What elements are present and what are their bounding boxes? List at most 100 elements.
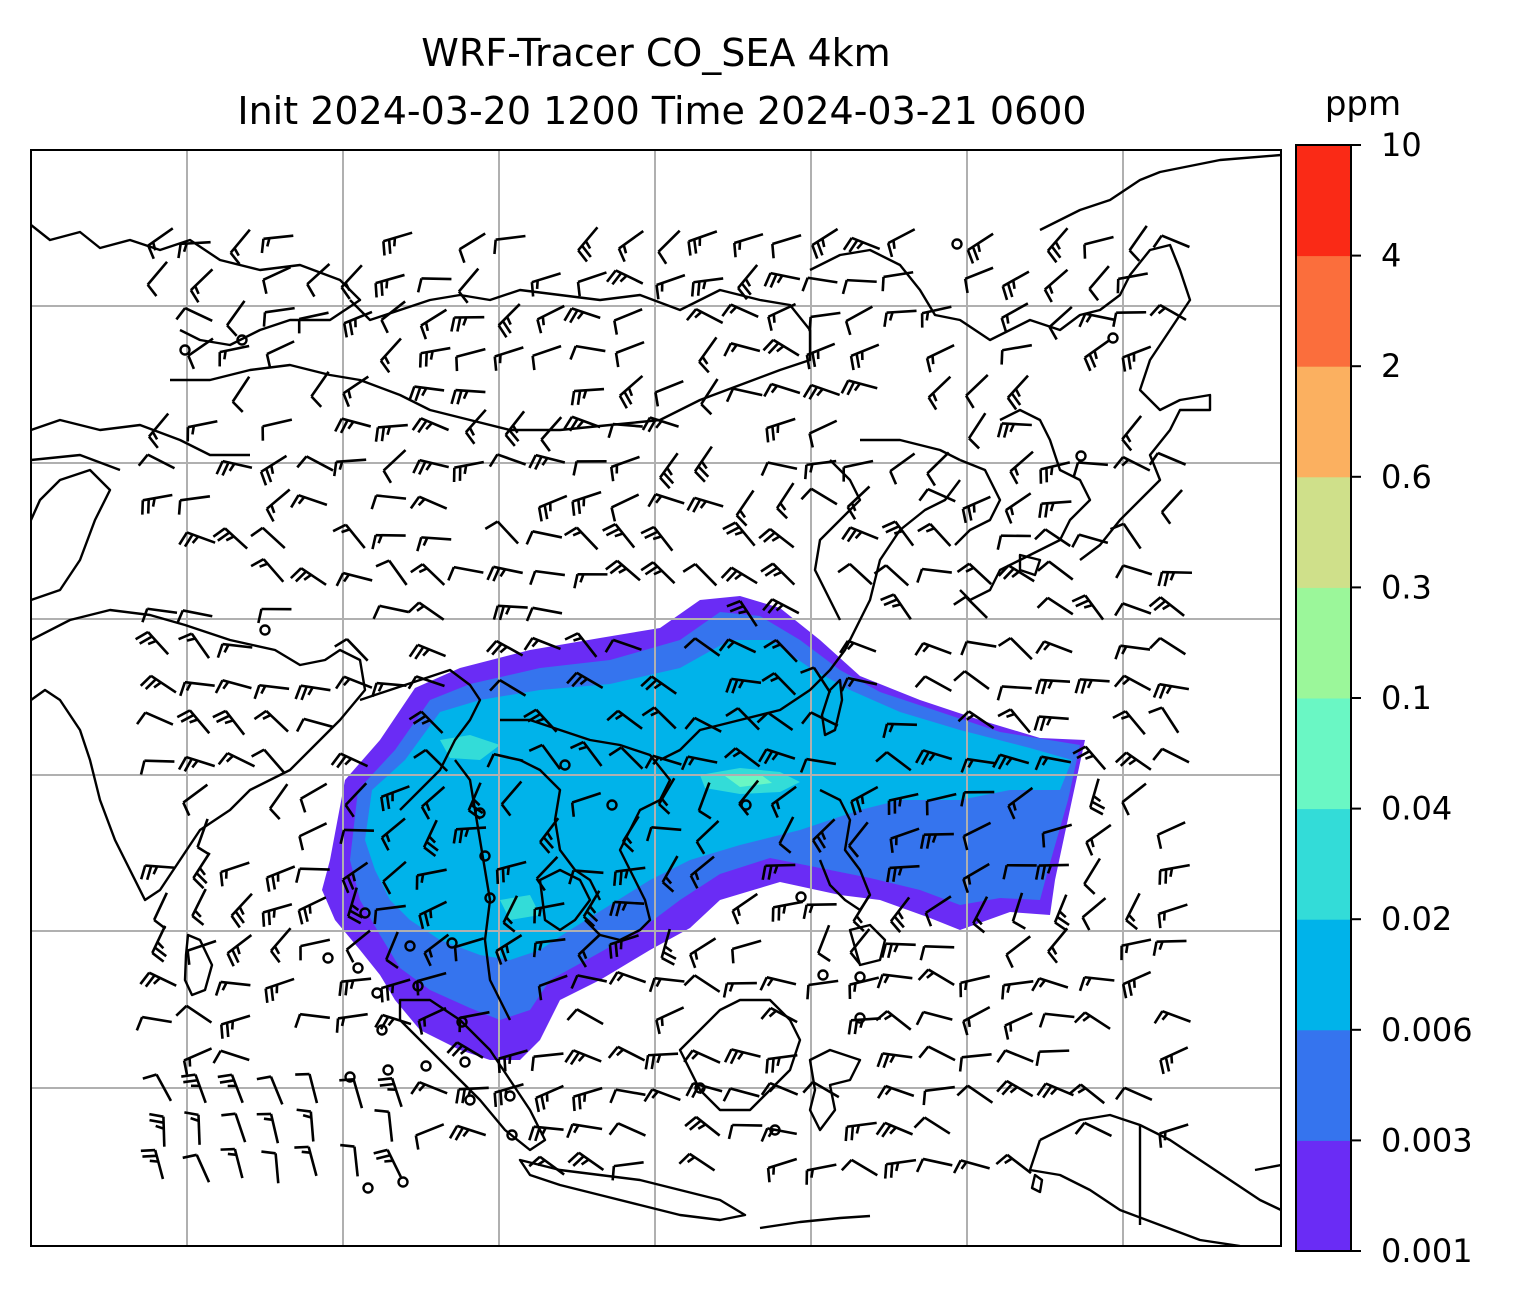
wind-barb-icon — [415, 971, 447, 996]
colorbar-unit-label: ppm — [1325, 84, 1401, 124]
wind-barb-icon — [1083, 857, 1102, 895]
wind-barb-icon — [1121, 970, 1152, 999]
wind-barb-icon — [609, 900, 645, 917]
wind-barb-icon — [844, 305, 874, 336]
wind-barb-icon — [484, 520, 520, 545]
wind-barb-icon — [763, 382, 801, 398]
wind-barb-icon — [139, 759, 175, 775]
wind-barb-icon — [539, 817, 560, 854]
wind-barb-icon — [380, 817, 406, 851]
wind-barb-icon — [182, 1153, 211, 1183]
wind-barb-icon — [410, 1080, 448, 1095]
wind-barb-icon — [373, 1148, 402, 1178]
wind-barb-icon — [648, 976, 685, 993]
wind-barb-icon — [261, 418, 293, 441]
wind-barb-icon — [1112, 310, 1147, 328]
wind-barb-icon — [1114, 644, 1151, 660]
wind-barb-icon — [299, 782, 328, 813]
wind-barb-icon — [917, 968, 955, 986]
calm-wind-circle-icon — [236, 334, 248, 346]
wind-barb-icon — [453, 937, 485, 962]
wind-barb-icon — [997, 636, 1033, 661]
wind-barb-icon — [1113, 455, 1151, 472]
wind-barb-icon — [602, 523, 636, 549]
wind-barb-icon — [175, 1004, 213, 1024]
wind-barb-icon — [540, 416, 563, 452]
colorbar-tick-label: 4 — [1381, 237, 1401, 275]
wind-barb-icon — [306, 263, 331, 298]
wind-barb-icon — [737, 264, 759, 301]
wind-barb-icon — [1081, 897, 1107, 931]
wind-barb-icon — [566, 1008, 604, 1026]
wind-barb-icon — [1157, 570, 1193, 587]
wind-barb-icon — [647, 492, 685, 508]
wind-barb-icon — [608, 746, 644, 770]
wind-barb-icon — [876, 973, 913, 989]
wind-barb-icon — [1115, 564, 1153, 579]
wind-barb-icon — [382, 231, 413, 256]
wind-barb-icon — [189, 268, 214, 304]
wind-barb-icon — [759, 976, 797, 991]
wind-barb-icon — [765, 417, 796, 443]
wind-barb-icon — [959, 974, 991, 998]
wind-barb-icon — [1046, 227, 1069, 264]
colorbar-tick-label: 2 — [1381, 347, 1401, 385]
calm-wind-circle-icon — [179, 344, 191, 356]
wind-barb-icon — [372, 604, 410, 620]
wind-barb-icon — [640, 525, 674, 552]
wind-barb-icon — [765, 1053, 798, 1074]
wind-barb-icon — [886, 864, 920, 883]
wind-barb-icon — [1037, 560, 1074, 581]
wind-barb-icon — [346, 887, 364, 925]
wind-barb-icon — [995, 1153, 1032, 1175]
wind-barb-icon — [1004, 492, 1032, 524]
wind-barb-icon — [840, 1158, 878, 1177]
colorbar-swatch — [1296, 255, 1351, 367]
wind-barb-icon — [875, 751, 912, 772]
wind-barb-icon — [1036, 596, 1074, 616]
wind-barb-icon — [952, 1159, 990, 1174]
wind-barb-icon — [566, 671, 604, 689]
wind-barb-icon — [695, 820, 720, 855]
wind-barb-icon — [762, 338, 800, 357]
wind-barb-icon — [416, 536, 452, 552]
wind-barb-icon — [738, 779, 760, 816]
wind-barb-icon — [848, 976, 880, 1000]
wind-barb-icon — [967, 412, 987, 450]
wind-barb-icon — [847, 1016, 881, 1035]
calm-wind-circle-icon — [559, 759, 571, 771]
wind-barb-icon — [446, 1041, 484, 1059]
wind-barb-icon — [953, 595, 989, 619]
calm-wind-circle-icon — [446, 937, 458, 949]
wind-barb-icon — [178, 632, 211, 659]
wind-barb-icon — [811, 227, 839, 259]
wind-barb-icon — [212, 1049, 250, 1064]
wind-barb-icon — [800, 487, 838, 506]
wind-barb-icon — [261, 1150, 280, 1184]
wind-barb-icon — [760, 1006, 798, 1024]
wind-barb-icon — [849, 343, 880, 371]
wind-barb-icon — [371, 533, 406, 550]
wind-barb-icon — [250, 558, 285, 583]
wind-barb-icon — [697, 782, 712, 820]
wind-barb-icon — [534, 1084, 564, 1113]
calm-wind-circle-icon — [479, 850, 491, 862]
wind-barb-icon — [342, 310, 373, 338]
colorbar-swatch — [1296, 366, 1351, 478]
wind-barb-icon — [1009, 450, 1034, 485]
wind-barb-icon — [816, 924, 831, 963]
wind-barb-icon — [640, 675, 677, 695]
wind-barb-icon — [760, 562, 796, 586]
calm-wind-circle-icon — [484, 892, 496, 904]
wind-barb-icon — [253, 709, 289, 733]
wind-barb-icon — [915, 1010, 953, 1026]
wind-barb-icon — [310, 371, 330, 408]
wind-barb-icon — [146, 261, 169, 297]
wind-barb-icon — [493, 1082, 524, 1108]
wind-barb-icon — [339, 828, 374, 845]
wind-barb-icon — [657, 229, 681, 265]
wind-barb-icon — [448, 1124, 487, 1141]
wind-barb-icon — [1011, 892, 1026, 930]
wind-barb-icon — [718, 638, 757, 654]
colorbar-tick-label: 0.003 — [1381, 1121, 1473, 1159]
